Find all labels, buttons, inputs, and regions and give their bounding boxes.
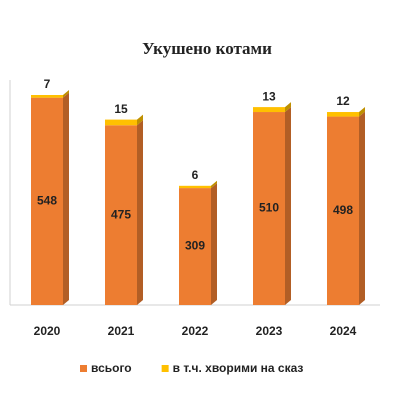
- bar-side: [285, 102, 291, 113]
- data-label: 475: [111, 207, 131, 221]
- bar-segment: [31, 97, 63, 305]
- data-label: 15: [114, 102, 128, 116]
- x-tick-label: 2022: [182, 324, 209, 338]
- bar-side: [137, 120, 143, 306]
- x-tick-label: 2023: [256, 324, 283, 338]
- bar-segment: [327, 112, 359, 117]
- bar-side: [137, 114, 143, 126]
- bar-segment: [327, 116, 359, 305]
- bar-segment: [179, 185, 211, 189]
- bar-side: [359, 111, 365, 305]
- data-label: 6: [192, 168, 199, 182]
- bar-segment: [105, 125, 137, 306]
- bar-side: [285, 107, 291, 305]
- legend-swatch: [161, 365, 169, 372]
- bar-side: [359, 107, 365, 117]
- x-tick-label: 2024: [330, 324, 357, 338]
- x-tick-label: 2021: [108, 324, 135, 338]
- data-label: 13: [262, 89, 276, 103]
- bar-segment: [253, 112, 285, 305]
- bar-side: [211, 183, 217, 305]
- data-label: 309: [185, 239, 205, 253]
- x-tick-label: 2020: [34, 324, 61, 338]
- chart-title: Укушено котами: [142, 39, 272, 58]
- data-label: 510: [259, 201, 279, 215]
- data-label: 12: [336, 94, 350, 108]
- data-label: 498: [333, 203, 353, 217]
- legend-swatch: [80, 365, 87, 372]
- bar-segment: [253, 107, 285, 113]
- bar-segment: [179, 188, 211, 305]
- data-label: 7: [44, 77, 51, 91]
- legend-label: в т.ч. хворими на сказ: [173, 361, 304, 375]
- bar-segment: [105, 119, 137, 126]
- data-label: 548: [37, 193, 57, 207]
- bar-segment: [31, 95, 63, 98]
- bar-side: [211, 180, 217, 189]
- bar-side: [63, 90, 69, 98]
- legend-label: всього: [91, 361, 132, 375]
- bar-side: [63, 92, 69, 305]
